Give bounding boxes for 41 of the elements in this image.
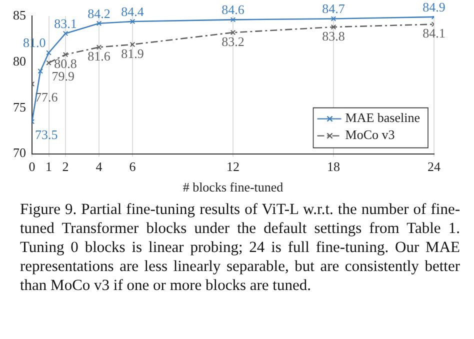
x-tick-label: 4 (96, 159, 103, 174)
legend-label: MoCo v3 (345, 127, 395, 142)
data-label: 84.7 (322, 1, 346, 16)
x-tick-label: 12 (226, 159, 240, 174)
point (38, 68, 43, 74)
x-tick-label: 18 (327, 159, 340, 174)
data-label: 83.8 (322, 28, 345, 44)
legend-label: MAE baseline (345, 110, 420, 126)
x-tick-label: 24 (428, 159, 441, 174)
data-label: 83.2 (222, 34, 244, 49)
point (130, 18, 136, 24)
point (230, 30, 236, 36)
x-tick-label: 2 (62, 159, 69, 174)
point (130, 42, 136, 48)
point (96, 44, 102, 50)
point (330, 24, 336, 30)
data-label: 84.6 (222, 2, 245, 18)
caption: Figure 9. Partial fine-tuning results of ViT-L w.r.t. the number of fine-tuned Transformer blocks under the default settings from Table 1. Tuning 0 blocks is linear probing; 24 is full fine-tuning. Our MAE representations are less linearly separable, but are consistently better than MoCo v3 if one or more blocks are tuned. (20, 200, 460, 295)
data-label: 81.9 (121, 46, 144, 61)
x-tick-label: 0 (28, 159, 36, 174)
y-tick-label: 80 (13, 53, 26, 68)
data-label: 84.2 (88, 6, 110, 21)
y-tick-label: 70 (13, 145, 26, 160)
point (62, 30, 68, 36)
x-axis-title: # blocks fine-tuned (182, 180, 284, 195)
data-label: 84.4 (121, 4, 144, 19)
point (46, 60, 52, 66)
y-tick-label: 85 (13, 7, 26, 22)
x-tick-label: 1 (46, 159, 52, 174)
data-label: 81.6 (88, 48, 111, 64)
point (230, 17, 236, 22)
data-label: 84.9 (422, 0, 446, 14)
x-tick-label: 6 (129, 159, 136, 174)
point (96, 20, 102, 26)
point (330, 16, 336, 22)
data-label: 84.1 (422, 26, 446, 41)
y-tick-label: 75 (13, 99, 26, 114)
data-label: 73.5 (35, 127, 58, 142)
data-label: 83.1 (54, 16, 77, 31)
point (46, 50, 52, 56)
point (62, 52, 68, 58)
